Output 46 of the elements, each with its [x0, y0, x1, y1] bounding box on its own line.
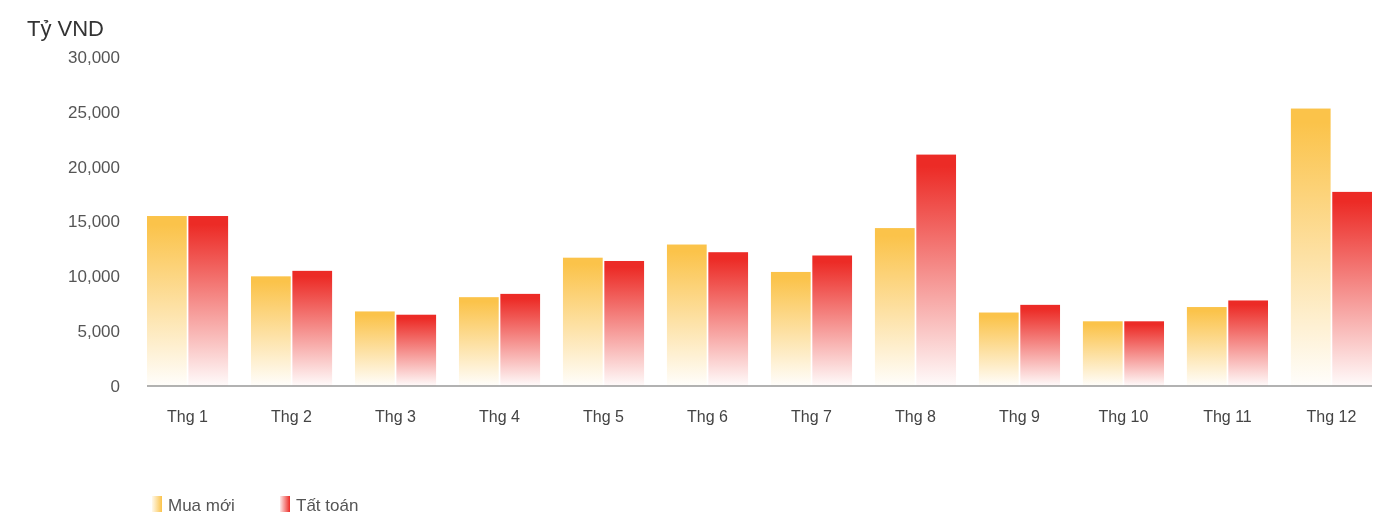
bar [874, 228, 915, 386]
bar [916, 154, 957, 386]
y-tick-label: 0 [110, 376, 120, 396]
x-tick-label: Thg 1 [167, 408, 209, 425]
x-tick-label: Thg 10 [1098, 408, 1149, 425]
bar [666, 244, 707, 386]
bar [604, 260, 645, 386]
x-tick-label: Thg 3 [375, 408, 417, 425]
bar [708, 252, 749, 386]
bar [1290, 108, 1331, 386]
x-tick-label: Thg 7 [791, 408, 833, 425]
bar [1332, 191, 1372, 386]
bar [1124, 321, 1165, 386]
y-tick-label: 5,000 [77, 322, 120, 342]
bar [1186, 307, 1227, 386]
bar [562, 257, 603, 386]
y-axis-title: Tỷ VND [27, 16, 104, 41]
x-tick-label: Thg 11 [1203, 408, 1252, 425]
x-tick-label: Thg 6 [687, 408, 729, 425]
bar [188, 216, 229, 386]
x-tick-label: Thg 5 [583, 408, 625, 425]
y-tick-label: 20,000 [68, 157, 120, 177]
y-tick-label: 25,000 [68, 102, 120, 122]
bar [354, 311, 395, 386]
bar [1228, 300, 1269, 386]
x-tick-label: Thg 8 [895, 408, 937, 425]
x-tick-label: Thg 9 [999, 408, 1041, 425]
bar [147, 216, 187, 386]
bar [292, 270, 333, 386]
bar [458, 297, 499, 386]
x-tick-label: Thg 2 [271, 408, 313, 425]
x-tick-label: Thg 4 [479, 408, 521, 425]
bar [770, 271, 811, 386]
legend-label: Tất toán [296, 495, 359, 515]
y-tick-label: 10,000 [68, 267, 120, 287]
bar [1020, 304, 1061, 386]
legend-label: Mua mới [168, 495, 235, 515]
y-tick-label: 30,000 [68, 47, 120, 67]
bar [500, 293, 541, 386]
x-tick-label: Thg 12 [1306, 408, 1357, 425]
bar [978, 312, 1019, 386]
bar [396, 314, 437, 386]
y-tick-label: 15,000 [68, 212, 120, 232]
bar [1082, 321, 1123, 386]
bar [812, 255, 853, 386]
bar [250, 276, 291, 386]
